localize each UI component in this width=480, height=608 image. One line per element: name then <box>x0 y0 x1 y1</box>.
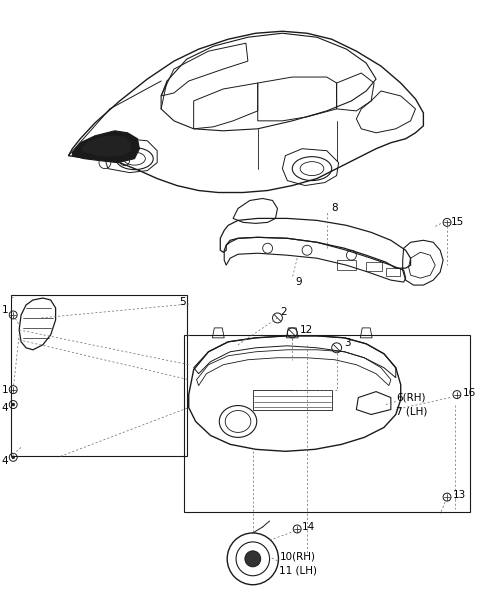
Text: 2: 2 <box>280 307 287 317</box>
Text: 10(RH): 10(RH) <box>279 552 315 562</box>
Text: 12: 12 <box>300 325 313 335</box>
Text: 4: 4 <box>1 402 8 412</box>
Bar <box>366 262 382 271</box>
Text: 8: 8 <box>332 204 338 213</box>
Text: 16: 16 <box>463 387 476 398</box>
Text: 4: 4 <box>1 456 8 466</box>
Polygon shape <box>72 131 139 163</box>
Bar <box>386 268 400 276</box>
Text: 7 (LH): 7 (LH) <box>396 407 427 416</box>
Text: 13: 13 <box>453 490 466 500</box>
Text: 1: 1 <box>1 385 8 395</box>
Text: 11 (LH): 11 (LH) <box>279 566 317 576</box>
Bar <box>184 335 470 512</box>
Circle shape <box>12 403 14 406</box>
Text: 5: 5 <box>179 297 185 307</box>
Bar <box>11 295 187 456</box>
Circle shape <box>245 551 261 567</box>
Text: 6(RH): 6(RH) <box>396 393 425 402</box>
Polygon shape <box>80 135 132 157</box>
Bar <box>336 260 356 270</box>
Text: 3: 3 <box>345 338 351 348</box>
Text: 15: 15 <box>451 218 464 227</box>
Text: 9: 9 <box>295 277 302 287</box>
Text: 14: 14 <box>302 522 315 532</box>
Text: 1: 1 <box>1 305 8 315</box>
Circle shape <box>12 456 14 458</box>
